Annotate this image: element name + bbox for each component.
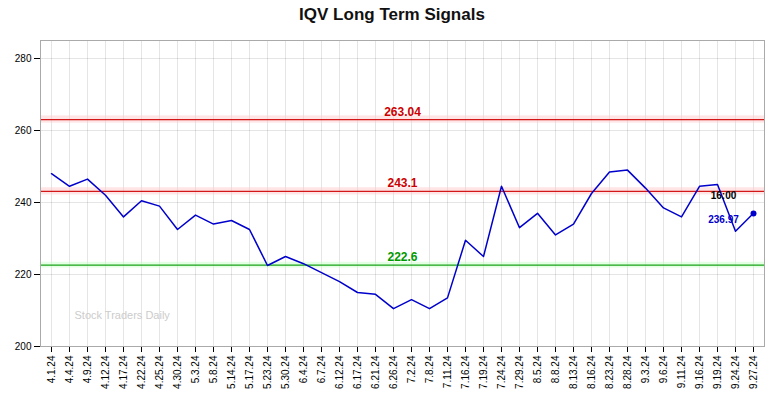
svg-text:8.13.24: 8.13.24	[568, 355, 579, 389]
svg-text:16:00: 16:00	[711, 190, 737, 201]
svg-text:243.1: 243.1	[387, 176, 417, 190]
svg-text:5.23.24: 5.23.24	[262, 355, 273, 389]
svg-text:4.12.24: 4.12.24	[100, 355, 111, 389]
svg-text:4.30.24: 4.30.24	[172, 355, 183, 389]
svg-text:6.17.24: 6.17.24	[352, 355, 363, 389]
svg-text:7.19.24: 7.19.24	[478, 355, 489, 389]
svg-text:5.17.24: 5.17.24	[244, 355, 255, 389]
svg-text:6.26.24: 6.26.24	[388, 355, 399, 389]
svg-text:9.19.24: 9.19.24	[712, 355, 723, 389]
svg-text:4.9.24: 4.9.24	[82, 355, 93, 383]
svg-text:5.3.24: 5.3.24	[190, 355, 201, 383]
svg-text:7.16.24: 7.16.24	[460, 355, 471, 389]
svg-text:9.6.24: 9.6.24	[658, 355, 669, 383]
svg-text:6.4.24: 6.4.24	[298, 355, 309, 383]
svg-text:200: 200	[15, 341, 32, 352]
svg-text:9.24.24: 9.24.24	[730, 355, 741, 389]
svg-text:7.11.24: 7.11.24	[442, 355, 453, 388]
svg-text:7.2.24: 7.2.24	[406, 355, 417, 383]
svg-text:8.23.24: 8.23.24	[604, 355, 615, 389]
svg-text:236.97: 236.97	[708, 214, 739, 225]
svg-text:8.16.24: 8.16.24	[586, 355, 597, 389]
svg-text:5.8.24: 5.8.24	[208, 355, 219, 383]
svg-text:4.25.24: 4.25.24	[154, 355, 165, 389]
svg-text:6.12.24: 6.12.24	[334, 355, 345, 389]
svg-text:260: 260	[15, 125, 32, 136]
svg-text:4.1.24: 4.1.24	[46, 355, 57, 383]
svg-text:6.21.24: 6.21.24	[370, 355, 381, 389]
svg-text:5.30.24: 5.30.24	[280, 355, 291, 389]
svg-text:9.3.24: 9.3.24	[640, 355, 651, 383]
svg-text:4.4.24: 4.4.24	[64, 355, 75, 383]
svg-text:4.17.24: 4.17.24	[118, 355, 129, 389]
svg-text:7.8.24: 7.8.24	[424, 355, 435, 383]
svg-text:8.8.24: 8.8.24	[550, 355, 561, 383]
svg-text:7.24.24: 7.24.24	[496, 355, 507, 389]
svg-text:7.29.24: 7.29.24	[514, 355, 525, 389]
svg-text:8.28.24: 8.28.24	[622, 355, 633, 389]
svg-text:Stock Traders Daily: Stock Traders Daily	[75, 309, 171, 321]
svg-text:9.16.24: 9.16.24	[694, 355, 705, 389]
svg-text:9.27.24: 9.27.24	[748, 355, 759, 389]
svg-text:8.5.24: 8.5.24	[532, 355, 543, 383]
html-text:IQV Long Term Signals: IQV Long Term Signals	[299, 5, 485, 24]
svg-text:5.14.24: 5.14.24	[226, 355, 237, 389]
svg-text:263.04: 263.04	[384, 105, 421, 119]
svg-text:220: 220	[15, 269, 32, 280]
svg-text:280: 280	[15, 53, 32, 64]
svg-text:4.22.24: 4.22.24	[136, 355, 147, 389]
svg-text:222.6: 222.6	[387, 250, 417, 264]
svg-text:9.11.24: 9.11.24	[676, 355, 687, 388]
svg-text:240: 240	[15, 197, 32, 208]
svg-text:6.7.24: 6.7.24	[316, 355, 327, 383]
